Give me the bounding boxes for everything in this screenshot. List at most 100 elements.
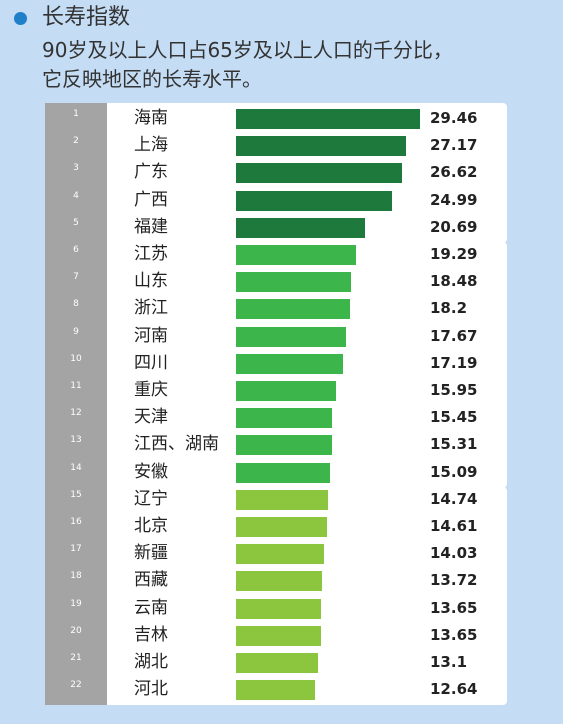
- value-label: 15.45: [430, 408, 478, 427]
- category-label: 吉林: [134, 624, 168, 645]
- bar: [236, 245, 357, 265]
- category-label: 湖北: [134, 652, 168, 672]
- chart-row: 14 安徽 15.09: [0, 459, 563, 486]
- category-label: 天津: [134, 407, 168, 428]
- rank-number: 22: [70, 680, 82, 691]
- bar: [236, 272, 352, 293]
- chart-title: 长寿指数: [42, 5, 131, 30]
- category-label: 河北: [134, 679, 168, 700]
- value-label: 24.99: [430, 190, 478, 209]
- bar: [236, 517, 328, 537]
- category-label: 福建: [134, 216, 168, 237]
- chart-row: 22 河北 12.64: [0, 676, 563, 703]
- chart-row: 10 四川 17.19: [0, 350, 563, 377]
- bar: [236, 163, 403, 184]
- rank-number: 19: [70, 598, 82, 609]
- value-label: 15.09: [430, 462, 478, 481]
- chart-row: 13 江西、湖南 15.31: [0, 431, 563, 458]
- bar: [236, 408, 333, 429]
- bar: [236, 190, 393, 211]
- chart-row: 11 重庆 15.95: [0, 377, 563, 404]
- rank-number: 2: [73, 136, 79, 147]
- rank-number: 3: [73, 163, 79, 174]
- rank-number: 16: [70, 517, 82, 527]
- value-label: 18.48: [430, 272, 478, 291]
- bar: [236, 625, 322, 646]
- chart-row: 21 湖北 13.1: [0, 649, 563, 676]
- chart-row: 5 福建 20.69: [0, 214, 563, 241]
- value-label: 20.69: [430, 217, 478, 236]
- rank-number: 21: [70, 653, 82, 663]
- chart-row: 9 河南 17.67: [0, 323, 563, 350]
- category-label: 浙江: [134, 298, 168, 319]
- value-label: 13.72: [430, 571, 478, 590]
- bar: [236, 462, 331, 483]
- chart-row: 4 广西 24.99: [0, 187, 563, 214]
- category-label: 广东: [134, 162, 168, 183]
- value-label: 29.46: [430, 109, 478, 127]
- rank-number: 14: [70, 462, 82, 473]
- rank-number: 10: [70, 353, 82, 364]
- category-label: 重庆: [134, 380, 168, 400]
- chart-row: 18 西藏 13.72: [0, 567, 563, 594]
- value-label: 14.61: [430, 517, 478, 535]
- category-label: 云南: [134, 597, 168, 618]
- bar: [236, 299, 350, 320]
- chart-row: 20 吉林 13.65: [0, 622, 563, 649]
- bar: [236, 653, 318, 673]
- rank-column-1: [45, 103, 107, 243]
- chart-header: 长寿指数 90岁及以上人口占65岁及以上人口的千分比， 它反映地区的长寿水平。: [0, 0, 563, 100]
- chart-row: 1 海南 29.46: [0, 105, 563, 132]
- category-label: 海南: [134, 108, 168, 128]
- value-label: 26.62: [430, 163, 478, 182]
- chart-row: 12 天津 15.45: [0, 404, 563, 431]
- rank-number: 6: [73, 245, 79, 255]
- rank-number: 9: [73, 326, 79, 337]
- rank-column-2: [45, 242, 107, 488]
- value-label: 15.95: [430, 381, 478, 399]
- category-label: 山东: [134, 271, 168, 292]
- bar: [236, 217, 366, 238]
- chart-row: 8 浙江 18.2: [0, 295, 563, 322]
- rank-number: 4: [73, 190, 79, 201]
- category-label: 江西、湖南: [134, 434, 219, 455]
- rank-number: 12: [70, 408, 82, 419]
- value-label: 17.19: [430, 353, 478, 372]
- category-label: 新疆: [134, 543, 168, 564]
- rank-number: 1: [73, 109, 79, 119]
- rank-number: 7: [73, 272, 79, 283]
- bullet-dot-icon: [14, 12, 27, 25]
- rank-number: 8: [73, 299, 79, 310]
- bar: [236, 326, 347, 347]
- rank-number: 13: [70, 435, 82, 446]
- category-label: 北京: [134, 516, 168, 536]
- category-label: 四川: [134, 352, 168, 373]
- value-label: 12.64: [430, 680, 478, 699]
- category-label: 江苏: [134, 244, 168, 264]
- value-label: 14.03: [430, 544, 478, 563]
- category-label: 西藏: [134, 570, 168, 591]
- category-label: 广西: [134, 189, 168, 210]
- bar: [236, 109, 420, 129]
- bar: [236, 571, 322, 592]
- rank-number: 18: [70, 571, 82, 582]
- category-label: 安徽: [134, 461, 168, 482]
- rank-number: 20: [70, 625, 82, 636]
- value-label: 15.31: [430, 435, 478, 454]
- value-label: 13.65: [430, 598, 478, 617]
- bar: [236, 598, 322, 619]
- bar: [236, 544, 324, 565]
- value-label: 13.65: [430, 625, 478, 644]
- value-label: 17.67: [430, 326, 478, 345]
- value-label: 19.29: [430, 245, 478, 263]
- chart-row: 15 辽宁 14.74: [0, 486, 563, 513]
- bar: [236, 353, 344, 374]
- category-label: 上海: [134, 135, 168, 156]
- value-label: 14.74: [430, 489, 478, 508]
- chart-row: 7 山东 18.48: [0, 268, 563, 295]
- chart-row: 3 广东 26.62: [0, 159, 563, 186]
- value-label: 27.17: [430, 136, 478, 155]
- bar: [236, 136, 406, 157]
- value-label: 13.1: [430, 653, 468, 671]
- bar: [236, 489, 329, 510]
